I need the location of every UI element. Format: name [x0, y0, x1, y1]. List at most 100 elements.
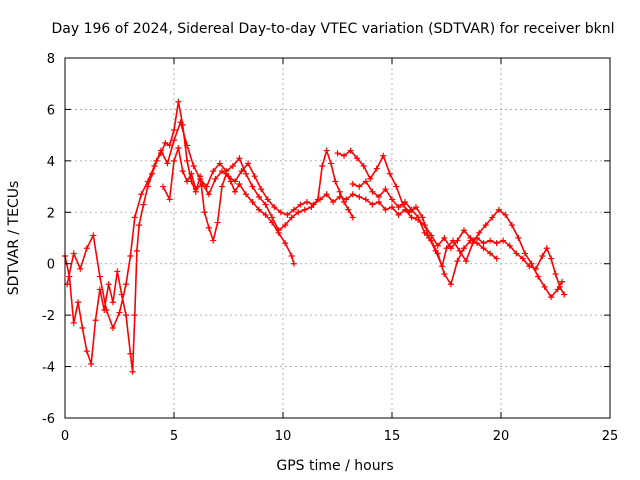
data-point-marker: [225, 173, 232, 180]
data-point-marker: [495, 206, 502, 213]
data-point-marker: [369, 201, 376, 208]
data-point-marker: [88, 361, 95, 367]
data-point-marker: [556, 283, 563, 290]
data-point-marker: [177, 119, 184, 126]
data-point-marker: [262, 211, 269, 218]
data-point-marker: [395, 211, 402, 218]
data-point-marker: [83, 245, 90, 252]
data-point-marker: [493, 240, 500, 247]
data-point-marker: [109, 299, 116, 306]
x-tick-label: 25: [602, 429, 619, 444]
data-point-marker: [535, 273, 542, 280]
data-point-marker: [474, 235, 481, 241]
data-point-marker: [480, 240, 487, 247]
data-point-marker: [188, 170, 195, 177]
data-point-marker: [502, 211, 509, 218]
data-point-marker: [393, 183, 400, 190]
data-point-marker: [105, 281, 112, 288]
data-point-marker: [151, 163, 158, 169]
data-point-marker: [179, 168, 186, 175]
data-point-marker: [532, 265, 539, 272]
data-point-marker: [190, 163, 197, 169]
data-point-marker: [103, 307, 110, 313]
data-point-marker: [434, 250, 441, 257]
data-point-marker: [493, 255, 500, 262]
data-point-marker: [487, 237, 494, 244]
data-point-marker: [367, 175, 374, 182]
y-tick-label: 6: [47, 103, 55, 118]
data-point-marker: [129, 368, 136, 375]
data-point-marker: [166, 142, 173, 149]
x-axis-title: GPS time / hours: [276, 458, 393, 474]
data-point-marker: [229, 163, 236, 169]
data-point-marker: [354, 155, 361, 162]
x-tick-label: 0: [61, 429, 69, 444]
y-tick-label: -6: [42, 412, 55, 427]
data-point-marker: [264, 196, 271, 203]
data-point-marker: [210, 168, 217, 175]
data-point-marker: [114, 268, 121, 275]
data-point-marker: [133, 247, 140, 254]
data-point-marker: [476, 229, 483, 236]
data-point-marker: [171, 137, 177, 144]
data-point-marker: [166, 196, 173, 203]
data-point-marker: [157, 147, 164, 154]
data-point-marker: [317, 196, 324, 203]
data-point-marker: [375, 193, 382, 200]
data-point-marker: [184, 157, 191, 164]
data-series-arc-3: [160, 145, 500, 262]
x-tick-label: 10: [275, 429, 292, 444]
data-point-marker: [345, 206, 352, 213]
y-axis-title: SDTVAR / TECUs: [6, 181, 22, 296]
data-point-marker: [467, 237, 474, 244]
data-point-marker: [513, 250, 520, 257]
x-tick-label: 15: [384, 429, 401, 444]
data-point-marker: [282, 222, 289, 229]
data-point-marker: [83, 348, 90, 355]
data-point-marker: [415, 214, 422, 221]
data-point-marker: [559, 278, 566, 285]
data-point-marker: [515, 235, 522, 241]
series-trace: [66, 121, 354, 329]
data-point-marker: [402, 199, 409, 205]
data-point-marker: [441, 271, 448, 277]
data-point-marker: [395, 204, 402, 211]
data-point-marker: [489, 214, 496, 221]
data-point-marker: [336, 193, 343, 200]
data-point-marker: [275, 227, 282, 234]
data-point-marker: [460, 227, 467, 234]
data-point-marker: [506, 242, 513, 249]
data-point-marker: [144, 178, 151, 185]
data-point-marker: [242, 191, 249, 198]
data-point-marker: [334, 150, 341, 157]
data-point-marker: [519, 255, 526, 262]
data-point-marker: [386, 170, 393, 177]
data-point-marker: [256, 193, 263, 200]
data-point-marker: [460, 245, 467, 252]
data-point-marker: [232, 188, 239, 195]
data-point-marker: [552, 271, 559, 277]
data-point-marker: [343, 196, 350, 203]
data-point-marker: [256, 206, 263, 213]
data-point-marker: [175, 145, 182, 151]
data-point-marker: [164, 160, 171, 167]
y-tick-label: 4: [47, 155, 55, 170]
data-point-marker: [295, 209, 302, 216]
data-point-marker: [269, 214, 276, 221]
data-point-marker: [301, 206, 308, 213]
data-point-marker: [249, 199, 256, 205]
data-point-marker: [349, 214, 356, 221]
data-point-marker: [96, 273, 103, 280]
data-point-marker: [356, 183, 363, 190]
data-point-marker: [362, 196, 369, 203]
data-point-marker: [218, 168, 225, 175]
y-tick-label: 0: [47, 258, 55, 273]
data-point-marker: [332, 178, 339, 185]
data-point-marker: [408, 214, 415, 221]
data-point-marker: [480, 245, 487, 252]
data-point-marker: [184, 142, 191, 149]
data-point-marker: [539, 253, 546, 259]
plot-frame: [64, 57, 611, 419]
